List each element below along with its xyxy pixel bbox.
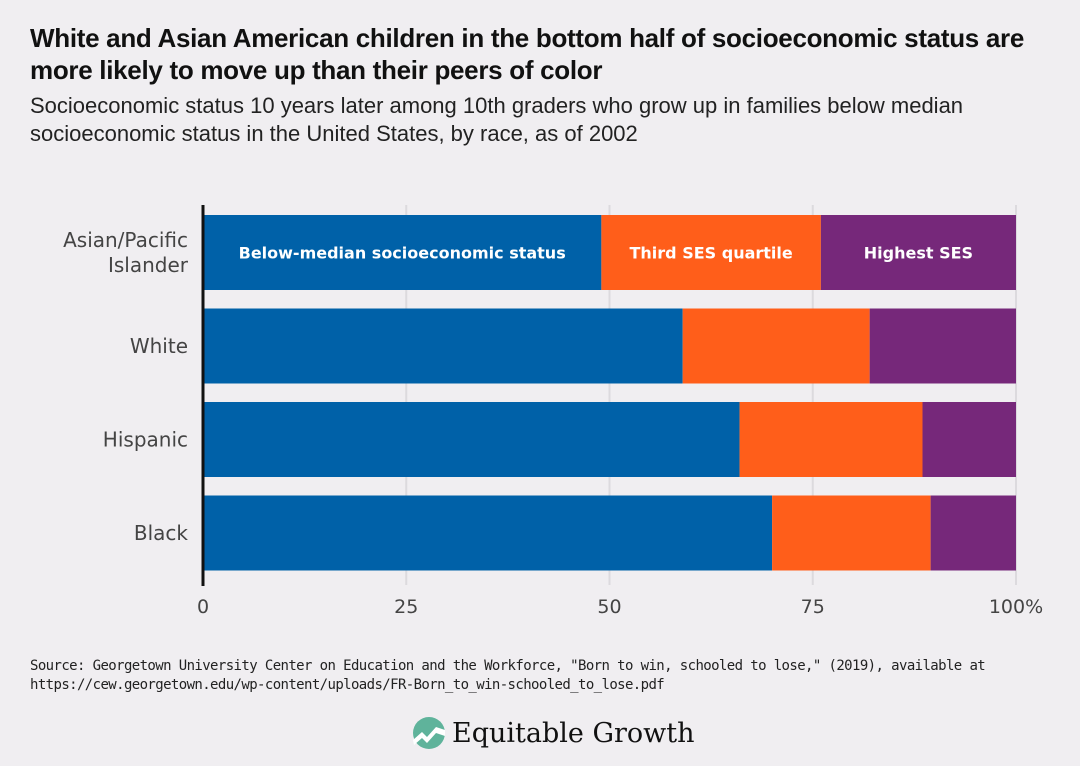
category-label: Hispanic	[103, 428, 188, 452]
bar-segment	[922, 402, 1016, 477]
chart-title: White and Asian American children in the…	[30, 23, 1025, 85]
category-label: White	[130, 334, 188, 358]
source-url: https://cew.georgetown.edu/wp-content/up…	[30, 677, 665, 693]
legend-label: Highest SES	[864, 244, 973, 263]
bar-segment	[739, 402, 923, 477]
bar-segment	[869, 308, 1016, 384]
bar-segment	[772, 495, 931, 571]
chart-subtitle: Socioeconomic status 10 years later amon…	[30, 93, 964, 146]
growth-logo-icon	[413, 717, 445, 749]
bar-segment	[601, 215, 821, 290]
x-tick-label: 0	[197, 596, 209, 618]
bar-segment	[203, 402, 740, 477]
chart-header: White and Asian American children in the…	[30, 22, 1070, 148]
x-tick-label: 25	[394, 596, 418, 618]
category-label: Black	[134, 521, 189, 545]
legend-label: Below-median socioeconomic status	[239, 244, 566, 263]
bar-segment	[820, 215, 1016, 290]
logo-text: Equitable Growth	[452, 717, 695, 749]
bar-segment	[203, 215, 602, 290]
bar-segment	[203, 495, 773, 571]
bar-segment	[203, 308, 683, 384]
x-tick-label: 100%	[989, 596, 1043, 618]
bar-segment	[682, 308, 870, 384]
source-note: Source: Georgetown University Center on …	[30, 657, 1075, 695]
x-tick-label: 50	[597, 596, 621, 618]
bar-segment	[930, 495, 1016, 571]
legend-label: Third SES quartile	[630, 244, 793, 263]
bar-chart: 0 25 50 75 100% Below-median socioeconomic st…	[63, 205, 1043, 618]
source-line-1: Source: Georgetown University Center on …	[30, 658, 986, 674]
logo: Equitable Growth	[412, 716, 695, 750]
category-label: Islander	[108, 253, 189, 277]
x-tick-label: 75	[801, 596, 825, 618]
category-label: Asian/Pacific	[63, 228, 188, 252]
